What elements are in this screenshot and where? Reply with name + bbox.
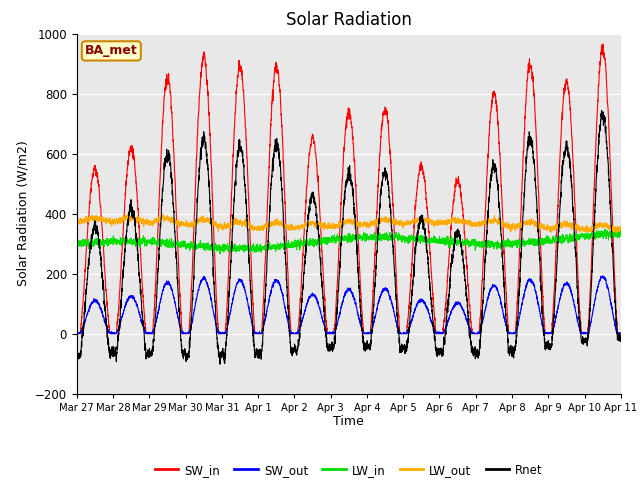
LW_out [502, 223, 509, 229]
Line: LW_in: LW_in [77, 228, 621, 254]
LW_in [441, 241, 449, 247]
Rnet [73, 357, 81, 362]
LW_in [613, 226, 621, 231]
Rnet [329, 349, 337, 355]
SW_in [616, 331, 624, 336]
SW_in [171, 168, 179, 174]
Rnet [598, 108, 605, 113]
Rnet [441, 337, 449, 343]
Rnet [471, 348, 479, 354]
LW_in [329, 239, 337, 245]
SW_out [502, 320, 509, 325]
Legend: SW_in, SW_out, LW_in, LW_out, Rnet: SW_in, SW_out, LW_in, LW_out, Rnet [150, 459, 547, 480]
Line: Rnet: Rnet [77, 110, 621, 364]
SW_out [73, 331, 81, 336]
SW_in [471, 331, 479, 336]
SW_in [73, 331, 81, 336]
SW_out [171, 298, 179, 304]
X-axis label: Time: Time [333, 415, 364, 429]
Rnet [171, 225, 179, 230]
LW_out [471, 223, 479, 228]
LW_in [502, 239, 509, 245]
LW_out [329, 221, 337, 227]
LW_in [616, 233, 624, 239]
LW_out [441, 221, 449, 227]
Line: SW_in: SW_in [77, 44, 621, 334]
SW_out [471, 331, 479, 336]
LW_out [73, 216, 81, 222]
Rnet [617, 336, 625, 342]
SW_out [440, 328, 448, 334]
LW_out [616, 225, 624, 231]
Text: BA_met: BA_met [85, 44, 138, 58]
Line: SW_out: SW_out [77, 276, 621, 334]
LW_in [471, 240, 479, 245]
SW_in [599, 41, 607, 47]
SW_out [599, 273, 607, 279]
SW_in [328, 331, 336, 336]
Rnet [502, 308, 509, 313]
Rnet [616, 338, 624, 344]
LW_in [73, 242, 81, 248]
SW_out [617, 331, 625, 336]
Rnet [216, 361, 224, 367]
SW_out [328, 330, 336, 336]
LW_out [612, 230, 620, 236]
SW_out [616, 331, 624, 336]
Y-axis label: Solar Radiation (W/m2): Solar Radiation (W/m2) [17, 141, 29, 287]
LW_out [171, 216, 179, 222]
LW_out [617, 227, 625, 232]
Title: Solar Radiation: Solar Radiation [286, 11, 412, 29]
Line: LW_out: LW_out [77, 214, 621, 233]
SW_in [617, 331, 625, 336]
LW_out [159, 211, 166, 217]
LW_in [171, 244, 179, 250]
SW_in [440, 316, 448, 322]
LW_in [617, 230, 625, 236]
SW_in [502, 278, 509, 284]
LW_in [216, 251, 224, 257]
